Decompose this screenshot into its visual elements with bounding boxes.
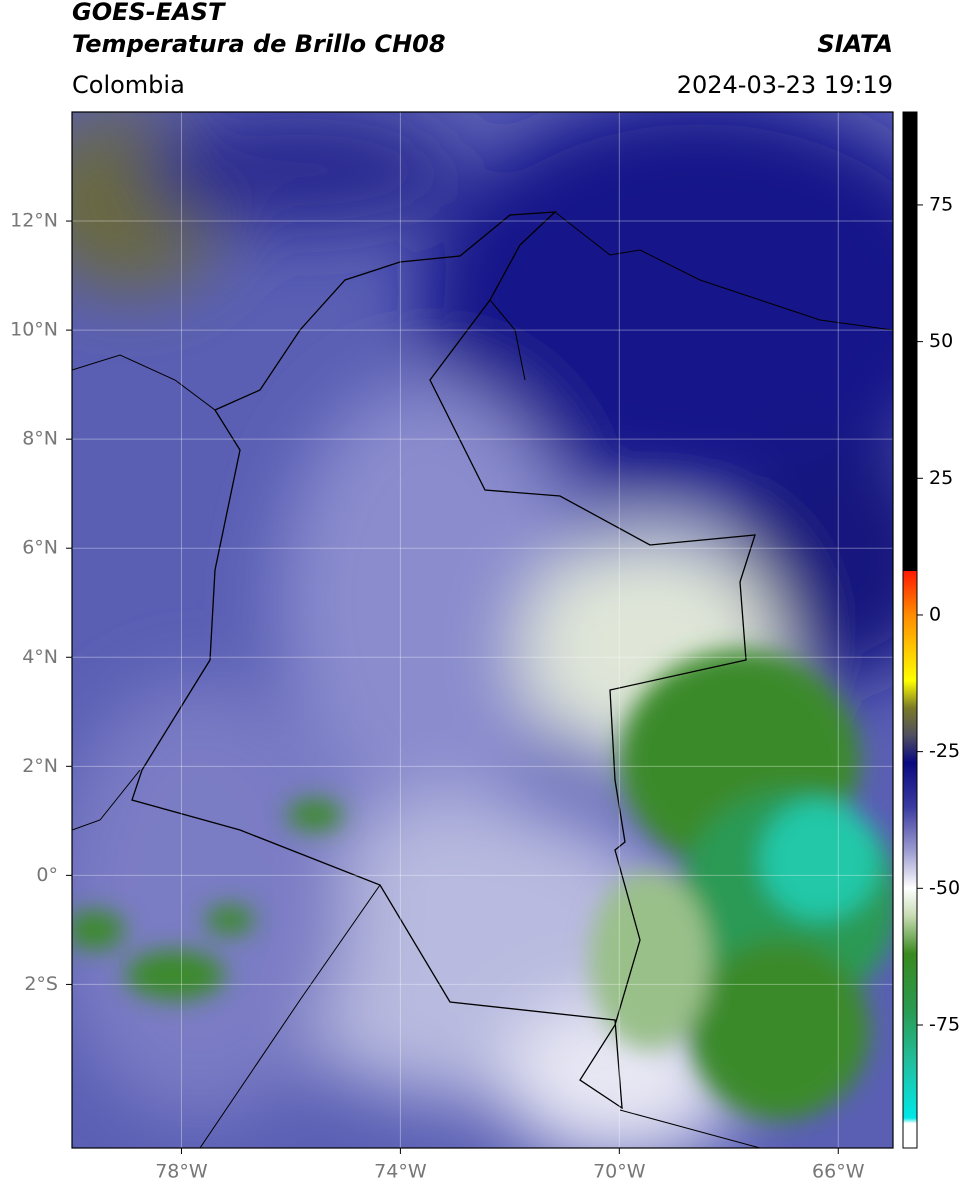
subtitle: Temperatura de Brillo CH08: [72, 30, 446, 58]
lon-tick-label: 74°W: [374, 1161, 427, 1183]
lat-tick-label: 10°N: [10, 319, 58, 341]
lat-tick-label: 2°N: [22, 755, 58, 777]
lat-tick-label: 0°: [36, 864, 58, 886]
title: GOES-EAST: [72, 0, 226, 26]
colorbar-tick-label: -25: [929, 740, 960, 762]
colorbar-tick-label: 75: [929, 193, 953, 215]
colorbar-tick-label: -75: [929, 1013, 960, 1035]
lat-tick-label: 2°S: [24, 973, 58, 995]
colorbar-tick-label: 25: [929, 467, 953, 489]
datetime: 2024-03-23 19:19: [677, 71, 893, 99]
lon-tick-label: 66°W: [812, 1161, 865, 1183]
coastline: [72, 211, 893, 1148]
lon-tick-label: 78°W: [155, 1161, 208, 1183]
lon-tick-label: 70°W: [593, 1161, 646, 1183]
satellite-image: [72, 112, 893, 1148]
colorbar: [902, 111, 918, 1149]
lat-tick-label: 4°N: [22, 646, 58, 668]
lat-tick-label: 8°N: [22, 428, 58, 450]
lat-tick-label: 6°N: [22, 537, 58, 559]
colorbar-tick-label: 50: [929, 330, 953, 352]
lat-tick-label: 12°N: [10, 210, 58, 232]
colorbar-tick-label: 0: [929, 603, 941, 625]
source: SIATA: [817, 30, 893, 58]
colorbar-tick-label: -50: [929, 877, 960, 899]
graticule: [72, 112, 893, 1148]
region: Colombia: [72, 71, 185, 99]
map-frame: [71, 111, 894, 1149]
country-border: [131, 211, 756, 1110]
